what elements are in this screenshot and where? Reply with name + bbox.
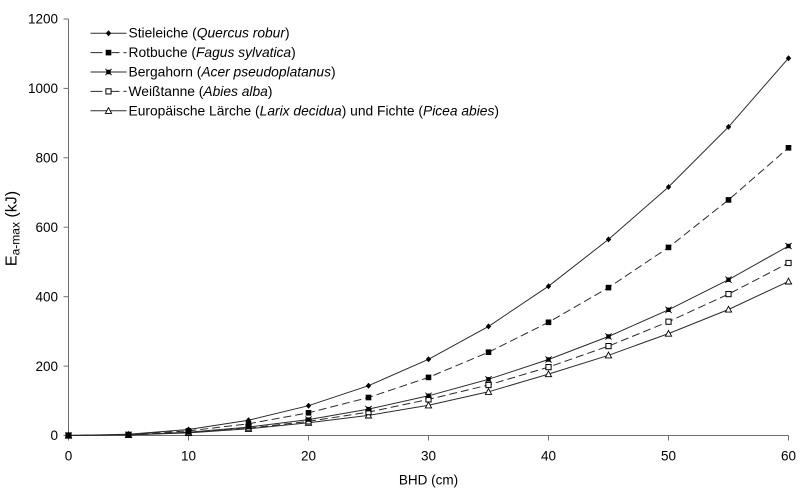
svg-text:10: 10 — [181, 448, 196, 463]
svg-text:Ea-max (kJ): Ea-max (kJ) — [4, 191, 23, 266]
svg-text:Weißtanne (Abies alba): Weißtanne (Abies alba) — [129, 84, 273, 99]
svg-text:0: 0 — [50, 428, 58, 443]
svg-text:BHD (cm): BHD (cm) — [399, 472, 458, 487]
svg-text:60: 60 — [781, 448, 796, 463]
svg-text:30: 30 — [421, 448, 436, 463]
svg-text:400: 400 — [35, 289, 58, 304]
svg-text:1000: 1000 — [28, 81, 58, 96]
svg-text:Stieleiche (Quercus robur): Stieleiche (Quercus robur) — [129, 26, 290, 41]
svg-text:1200: 1200 — [28, 12, 58, 27]
svg-text:20: 20 — [301, 448, 316, 463]
svg-text:50: 50 — [661, 448, 676, 463]
svg-text:Bergahorn (Acer pseudoplatanus: Bergahorn (Acer pseudoplatanus) — [129, 65, 336, 80]
svg-text:0: 0 — [65, 448, 73, 463]
svg-text:800: 800 — [35, 151, 58, 166]
svg-text:200: 200 — [35, 359, 58, 374]
svg-text:600: 600 — [35, 220, 58, 235]
svg-text:Europäische Lärche (Larix deci: Europäische Lärche (Larix decidua) und F… — [129, 103, 499, 118]
svg-text:40: 40 — [541, 448, 556, 463]
svg-text:Rotbuche (Fagus sylvatica): Rotbuche (Fagus sylvatica) — [129, 45, 296, 60]
